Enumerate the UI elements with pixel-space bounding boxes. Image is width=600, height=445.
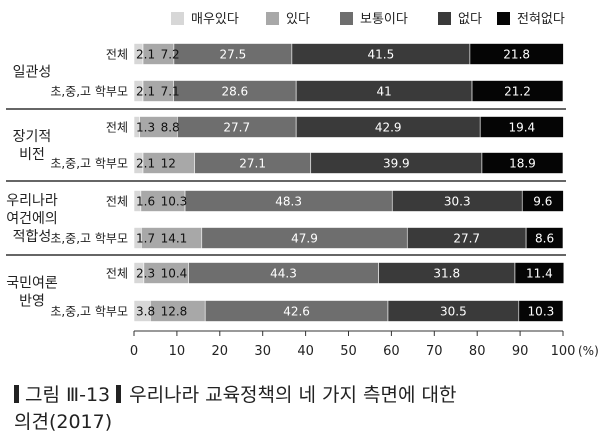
value-label: 19.4 [508, 121, 535, 135]
value-label: 2.1 [136, 48, 155, 62]
value-label: 8.6 [535, 232, 554, 246]
x-tick-label: 60 [383, 344, 400, 359]
x-tick-label: 90 [512, 344, 529, 359]
legend-swatch [266, 12, 279, 25]
group-label: 비전 [19, 147, 45, 163]
value-label: 27.7 [223, 121, 250, 135]
bar-segment [469, 43, 564, 65]
row-label: 초,중,고 학부모 [50, 232, 128, 246]
value-label: 48.3 [275, 195, 302, 209]
bar-segment [518, 300, 564, 322]
caption-fig-label: 그림 Ⅲ-13 [25, 384, 111, 406]
group-label: 우리나라 [6, 193, 58, 209]
value-label: 30.5 [440, 305, 467, 319]
value-label: 41.5 [368, 48, 395, 62]
value-label: 2.1 [136, 157, 155, 171]
bar-segment [481, 152, 564, 174]
legend-swatch [497, 12, 510, 25]
group-label: 장기적 [13, 129, 52, 145]
x-tick-label: 100 [551, 344, 576, 359]
value-label: 39.9 [383, 157, 410, 171]
x-tick-label: 20 [212, 344, 229, 359]
legend-swatch [438, 12, 451, 25]
group-label: 적합성 [13, 229, 52, 245]
x-tick-label: 80 [469, 344, 486, 359]
value-label: 7.1 [161, 85, 180, 99]
row-label: 초,중,고 학부모 [50, 157, 128, 171]
group-label: 여건에의 [6, 211, 58, 227]
value-label: 28.6 [221, 85, 248, 99]
caption-bar-right [116, 385, 122, 403]
value-label: 27.7 [453, 232, 480, 246]
value-label: 44.3 [270, 267, 297, 281]
x-tick-label: 10 [169, 344, 186, 359]
value-label: 41 [376, 85, 391, 99]
value-label: 31.8 [433, 267, 460, 281]
x-axis-unit: (%) [578, 344, 599, 358]
legend-swatch [340, 12, 353, 25]
value-label: 11.4 [526, 267, 553, 281]
legend-label: 있다 [286, 12, 310, 27]
value-label: 10.4 [161, 267, 188, 281]
bar-segment [479, 116, 564, 138]
legend-label: 보통이다 [360, 12, 408, 27]
value-label: 1.7 [136, 232, 155, 246]
row-label: 전체 [106, 195, 128, 209]
x-tick-label: 70 [426, 344, 443, 359]
value-label: 14.1 [161, 232, 188, 246]
x-tick-label: 40 [297, 344, 314, 359]
group-label: 반영 [19, 294, 45, 310]
value-label: 1.3 [136, 121, 155, 135]
value-label: 8.8 [161, 121, 180, 135]
value-label: 2.3 [136, 267, 155, 281]
value-label: 9.6 [533, 195, 552, 209]
bar-segment [525, 227, 564, 249]
row-label: 전체 [106, 48, 128, 62]
value-label: 27.5 [220, 48, 247, 62]
value-label: 18.9 [509, 157, 536, 171]
caption-bar-left [14, 385, 19, 403]
row-label: 초,중,고 학부모 [50, 305, 128, 319]
bar-segment [521, 190, 564, 212]
value-label: 3.8 [136, 305, 155, 319]
value-label: 27.1 [239, 157, 266, 171]
value-label: 10.3 [161, 195, 188, 209]
x-tick-label: 50 [340, 344, 357, 359]
row-label: 전체 [106, 121, 128, 135]
value-label: 42.6 [283, 305, 310, 319]
value-label: 21.2 [504, 85, 531, 99]
row-label: 전체 [106, 267, 128, 281]
value-label: 12.8 [161, 305, 188, 319]
bar-segment [471, 80, 564, 102]
value-label: 12 [161, 157, 176, 171]
x-tick-label: 0 [130, 344, 138, 359]
group-label: 국민여론 [6, 276, 58, 292]
value-label: 7.2 [161, 48, 180, 62]
value-label: 1.6 [136, 195, 155, 209]
value-label: 42.9 [375, 121, 402, 135]
value-label: 21.8 [503, 48, 530, 62]
value-label: 47.9 [291, 232, 318, 246]
caption-title-line1: 우리나라 교육정책의 네 가지 측면에 대한 [129, 384, 457, 406]
value-label: 2.1 [136, 85, 155, 99]
x-tick-label: 30 [254, 344, 271, 359]
caption-title-line2: 의견(2017) [14, 411, 113, 433]
legend-label: 전혀없다 [517, 12, 565, 27]
group-label: 일관성 [13, 65, 52, 81]
legend-label: 매우있다 [191, 12, 239, 27]
legend-label: 없다 [458, 12, 482, 27]
figure-caption: 그림 Ⅲ-13 우리나라 교육정책의 네 가지 측면에 대한 의견(2017) [14, 382, 594, 436]
value-label: 10.3 [528, 305, 555, 319]
legend-swatch [171, 12, 184, 25]
bar-segment [514, 262, 565, 284]
row-label: 초,중,고 학부모 [50, 85, 128, 99]
value-label: 30.3 [444, 195, 471, 209]
